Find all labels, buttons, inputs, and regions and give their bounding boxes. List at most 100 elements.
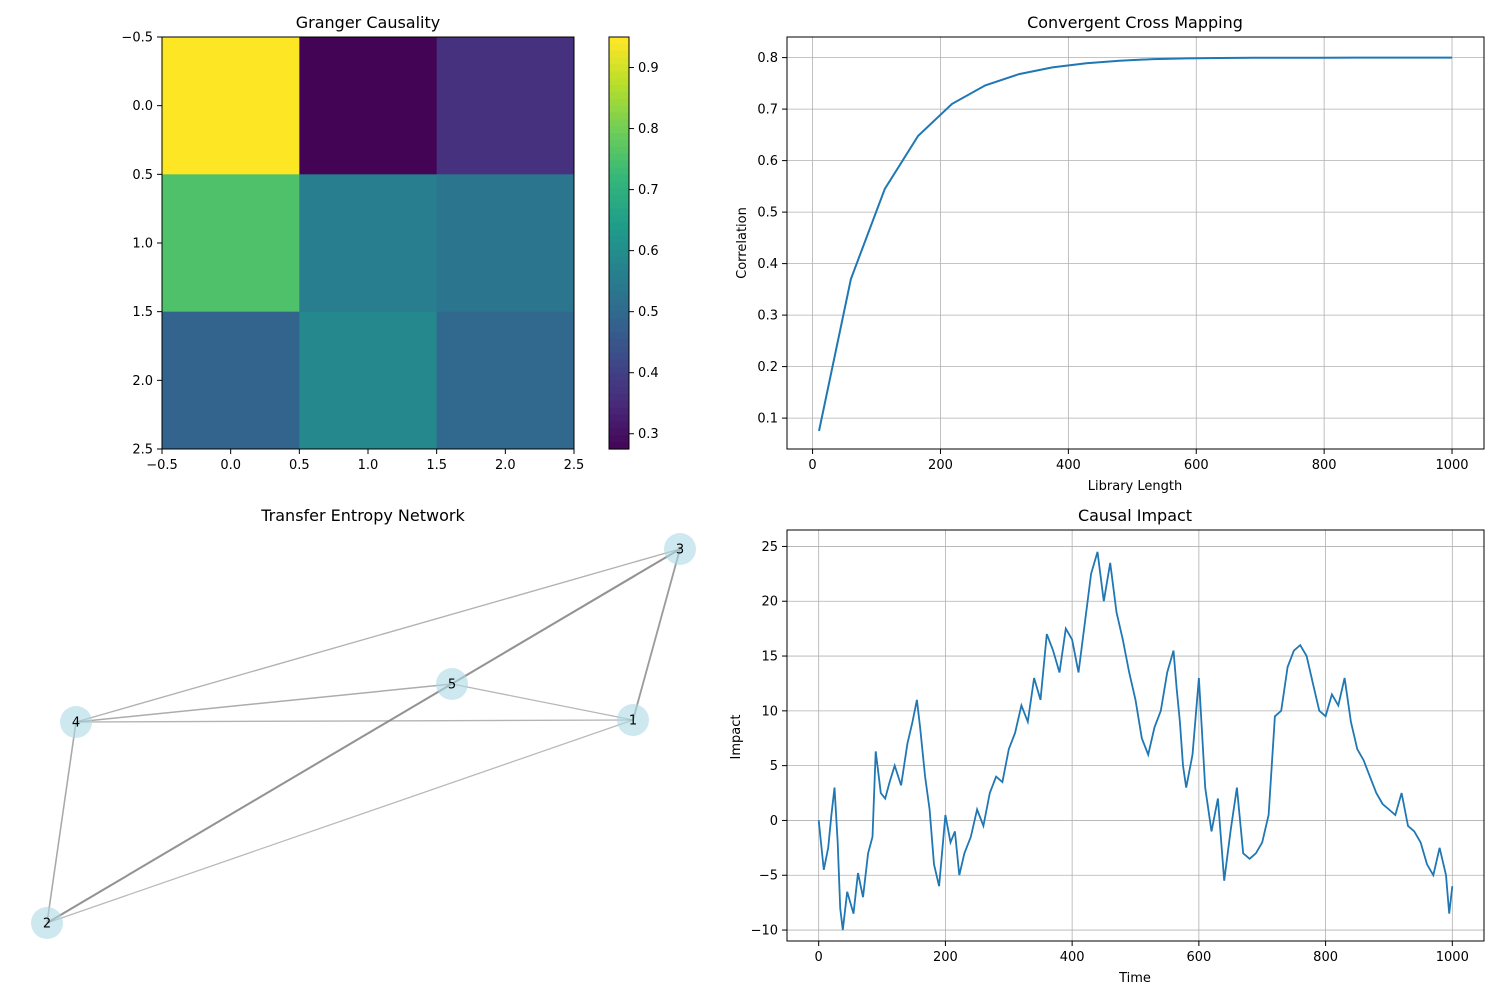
impact-grid [787,530,1484,941]
impact-y-tick-label: −10 [751,924,778,939]
ccm-y-tick-label: 0.6 [757,154,778,169]
colorbar-segment [609,64,629,72]
impact-y-tick-label: 5 [770,759,778,774]
colorbar-segment [609,318,629,326]
ccm-frame [786,36,1485,450]
ccm-series-line [818,56,1452,432]
ccm-y-tick-label: 0.7 [757,103,778,118]
network-node [31,907,63,939]
colorbar-segment [609,407,629,416]
colorbar-tick-label: 0.3 [638,427,659,442]
impact-x-tick-label: 600 [1186,950,1211,965]
colorbar-segment [609,98,629,107]
colorbar: 0.3 0.4 0.5 0.6 0.7 0.8 0.9 [608,36,659,450]
network-node-label: 1 [629,714,637,729]
colorbar-tick-label: 0.6 [638,244,659,259]
network-edge [46,721,77,924]
ccm-x-tick-label: 0 [808,458,816,473]
colorbar-segment [609,414,629,423]
colorbar-segment [609,332,629,340]
network-edge [46,719,634,924]
heatmap-x-tick-label: 0.0 [220,458,241,473]
heatmap-cell [299,311,438,450]
granger-title: Granger Causality [296,13,440,32]
colorbar-tick-label: 0.8 [638,122,659,137]
granger-causality-panel: Granger Causality −0.5 0.0 0.5 1.0 1.5 2.0 2.5… [121,13,658,473]
heatmap-y-tick-label: 0.5 [132,168,153,183]
ccm-ylabel: Correlation [735,207,750,279]
transfer-entropy-title: Transfer Entropy Network [260,506,465,525]
heatmap-x-tick-label: −0.5 [146,458,178,473]
ccm-y-tick-label: 0.2 [757,360,778,375]
heatmap-x-tick-label: 0.5 [289,458,310,473]
impact-xlabel: Time [1118,971,1151,986]
heatmap-x-tick-label: 2.5 [564,458,585,473]
colorbar-segment [609,291,629,299]
colorbar-segment [609,229,629,237]
impact-x-tick-label: 800 [1313,950,1338,965]
colorbar-segment [609,105,629,114]
network-node [664,533,696,565]
colorbar-segment [609,215,629,223]
colorbar-segment [609,160,629,169]
colorbar-segment [609,346,629,354]
colorbar-segment [609,352,629,361]
ccm-x-tick-label: 1000 [1435,458,1468,473]
network-node-label: 3 [676,543,684,558]
colorbar-segment [609,304,629,313]
network-edge [75,548,681,723]
ccm-x-tick-label: 200 [928,458,953,473]
colorbar-segment [609,140,629,148]
heatmap-cell [436,311,575,450]
ccm-y-tick-label: 0.8 [757,51,778,66]
network-nodes: 1 2 3 4 5 [31,533,696,939]
colorbar-segment [609,442,629,450]
colorbar-segment [609,112,629,120]
colorbar-segment [609,201,629,210]
colorbar-tick-label: 0.7 [638,183,659,198]
impact-y-tick-label: 15 [761,650,778,665]
heatmap-y-tick-label: −0.5 [121,31,153,46]
colorbar-segment [609,208,629,217]
ccm-y-tick-label: 0.3 [757,309,778,324]
heatmap-cells [162,37,575,450]
impact-y-tick-label: 0 [770,814,778,829]
network-node-label: 5 [448,678,456,693]
ccm-ticks: 0 200 400 600 800 1000 0.1 0.2 0.3 0.4 0.5 0.6 0.7 0.… [757,51,1468,473]
colorbar-segment [609,256,629,265]
colorbar-segment [609,387,629,395]
heatmap-cell [299,174,438,313]
colorbar-segment [609,373,629,381]
ccm-x-tick-label: 600 [1184,458,1209,473]
colorbar-segment [609,91,629,100]
impact-ticks: 0 200 400 600 800 1000 −10 −5 0 5 10 15 20 25 [751,540,1469,965]
colorbar-segment [609,57,629,66]
heatmap-cell [162,37,300,175]
colorbar-segment [609,126,629,134]
impact-y-tick-label: 25 [761,540,778,555]
colorbar-segment [609,236,629,244]
network-node [60,706,92,738]
heatmap-y-tick-label: 2.0 [132,374,153,389]
heatmap-ticks: −0.5 0.0 0.5 1.0 1.5 2.0 2.5−0.50.00.51.01.52.… [121,31,584,474]
impact-x-tick-label: 1000 [1436,950,1469,965]
colorbar-segment [609,222,629,230]
colorbar-tick-label: 0.5 [638,305,659,320]
impact-ylabel: Impact [729,715,744,760]
colorbar-segment [609,71,629,79]
colorbar-segment [609,339,629,347]
colorbar-segment [609,366,629,375]
colorbar-segment [609,325,629,333]
ccm-panel: Convergent Cross Mapping 0 200 400 600 800 10… [735,13,1485,494]
ccm-y-tick-label: 0.4 [757,257,778,272]
colorbar-segment [609,394,629,402]
impact-x-tick-label: 400 [1060,950,1085,965]
impact-frame [786,529,1485,942]
colorbar-segment [609,167,629,175]
colorbar-segment [609,284,629,292]
heatmap-y-tick-label: 0.0 [132,99,153,114]
ccm-y-tick-label: 0.1 [757,412,778,427]
colorbar-segment [609,133,629,141]
network-node-label: 2 [43,917,51,932]
